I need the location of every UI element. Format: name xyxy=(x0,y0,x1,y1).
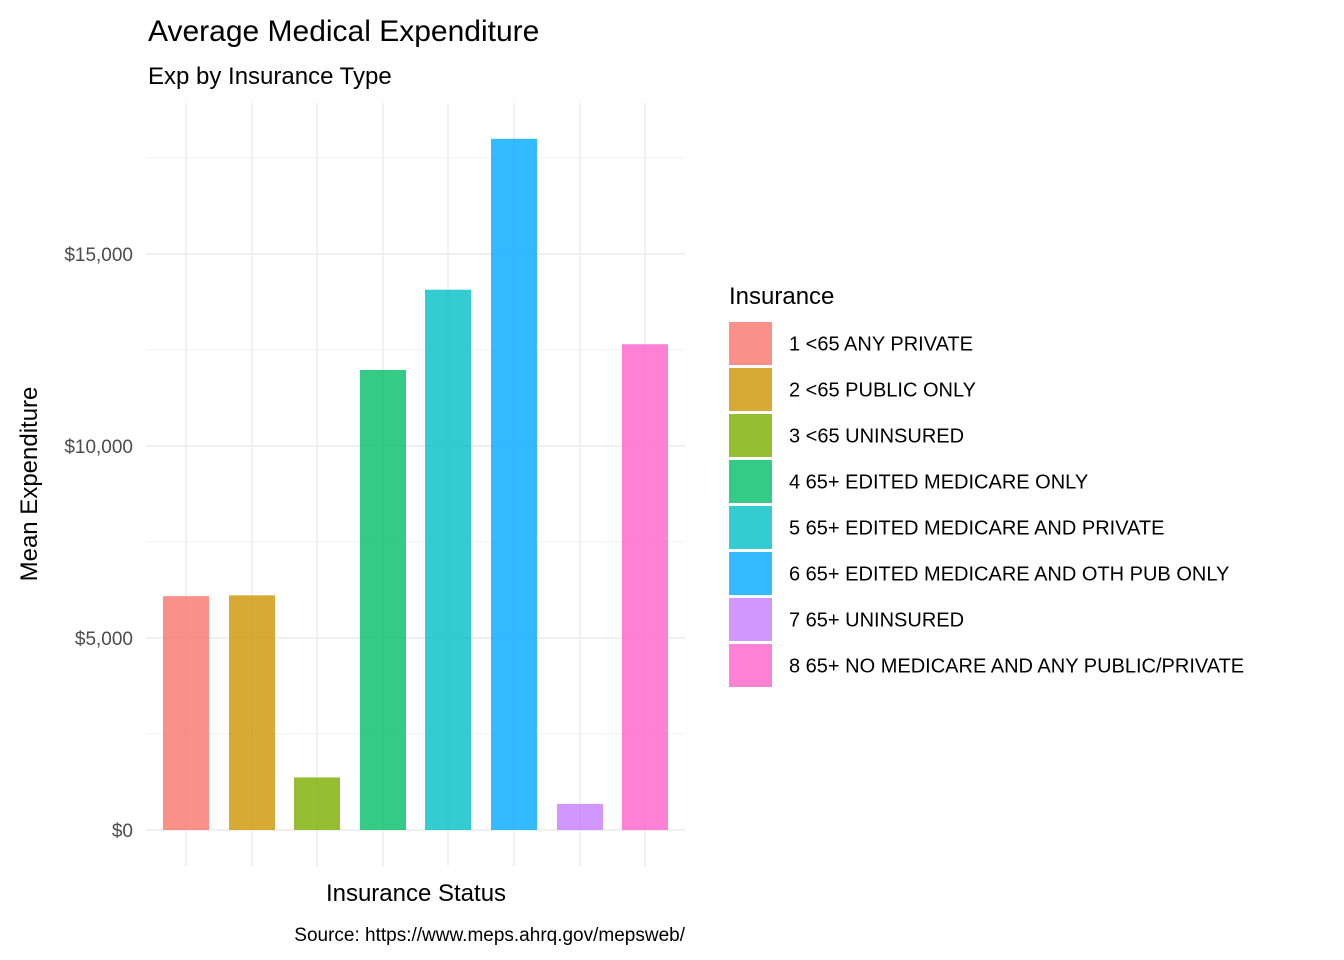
y-axis-ticks: $0 $5,000 $10,000 $15,000 xyxy=(64,245,133,842)
legend-key xyxy=(729,322,772,365)
legend-item: 7 65+ UNINSURED xyxy=(729,598,964,641)
legend-item: 5 65+ EDITED MEDICARE AND PRIVATE xyxy=(729,506,1164,549)
chart-caption: Source: https://www.meps.ahrq.gov/mepswe… xyxy=(294,925,685,946)
legend-label: 8 65+ NO MEDICARE AND ANY PUBLIC/PRIVATE xyxy=(789,656,1244,678)
legend: 1 <65 ANY PRIVATE 2 <65 PUBLIC ONLY 3 <65 … xyxy=(729,322,1244,687)
legend-label: 1 <65 ANY PRIVATE xyxy=(789,334,973,356)
y-tick-label: $10,000 xyxy=(64,437,133,458)
legend-key xyxy=(729,368,772,411)
legend-label: 7 65+ UNINSURED xyxy=(789,610,964,632)
bar xyxy=(360,369,406,830)
legend-key xyxy=(729,552,772,595)
legend-item: 1 <65 ANY PRIVATE xyxy=(729,322,973,365)
bar xyxy=(622,344,668,830)
legend-key xyxy=(729,414,772,457)
legend-key xyxy=(729,460,772,503)
legend-key xyxy=(729,644,772,687)
bar xyxy=(557,803,603,830)
bar xyxy=(294,777,340,830)
bar xyxy=(229,595,275,830)
legend-label: 6 65+ EDITED MEDICARE AND OTH PUB ONLY xyxy=(789,564,1229,586)
legend-item: 6 65+ EDITED MEDICARE AND OTH PUB ONLY xyxy=(729,552,1229,595)
grid xyxy=(146,103,685,866)
chart-title: Average Medical Expenditure xyxy=(148,15,539,48)
legend-item: 8 65+ NO MEDICARE AND ANY PUBLIC/PRIVATE xyxy=(729,644,1244,687)
legend-key xyxy=(729,598,772,641)
chart-subtitle: Exp by Insurance Type xyxy=(148,63,392,90)
bars xyxy=(163,138,668,831)
y-tick-label: $15,000 xyxy=(64,245,133,266)
legend-label: 2 <65 PUBLIC ONLY xyxy=(789,380,976,402)
legend-title: Insurance xyxy=(729,283,834,310)
bar xyxy=(425,289,471,830)
x-axis-title: Insurance Status xyxy=(326,880,506,907)
y-tick-label: $0 xyxy=(112,821,133,842)
bar xyxy=(491,138,537,831)
legend-label: 4 65+ EDITED MEDICARE ONLY xyxy=(789,472,1088,494)
legend-label: 5 65+ EDITED MEDICARE AND PRIVATE xyxy=(789,518,1164,540)
legend-key xyxy=(729,506,772,549)
legend-label: 3 <65 UNINSURED xyxy=(789,426,964,448)
legend-item: 2 <65 PUBLIC ONLY xyxy=(729,368,976,411)
y-axis-title: Mean Expenditure xyxy=(16,387,43,582)
bar xyxy=(163,596,209,830)
legend-item: 4 65+ EDITED MEDICARE ONLY xyxy=(729,460,1088,503)
legend-item: 3 <65 UNINSURED xyxy=(729,414,964,457)
y-tick-label: $5,000 xyxy=(75,629,133,650)
